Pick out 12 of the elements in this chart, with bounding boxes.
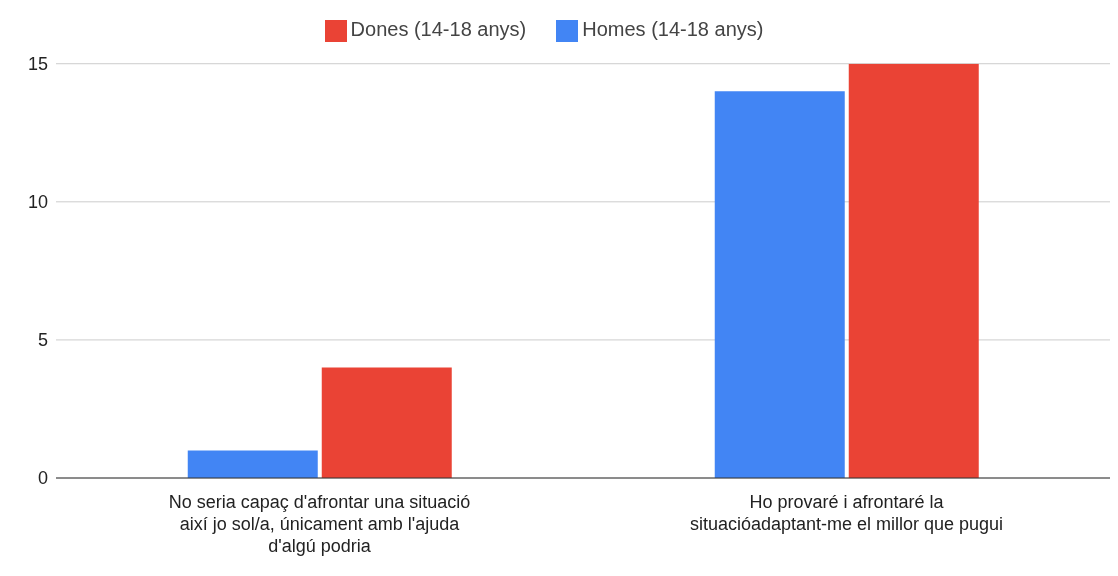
bar: [321, 367, 452, 478]
bar: [187, 450, 318, 478]
y-tick-label: 5: [37, 330, 48, 351]
bar: [714, 91, 845, 478]
y-tick-label: 0: [37, 468, 48, 489]
legend-label: Dones (14-18 anys): [350, 18, 527, 40]
y-tick-label: 10: [27, 192, 48, 213]
bar: [848, 63, 979, 478]
legend-label: Homes (14-18 anys): [582, 18, 764, 40]
x-tick-label: Ho provaré i afrontaré la situacióadaptant-me el millor que pugui: [689, 492, 1004, 534]
x-tick-label: No seria capaç d'afrontar una situació així jo sol/a, únicament amb l'ajuda d'algú podria: [168, 492, 471, 556]
y-tick-label: 15: [27, 54, 48, 75]
